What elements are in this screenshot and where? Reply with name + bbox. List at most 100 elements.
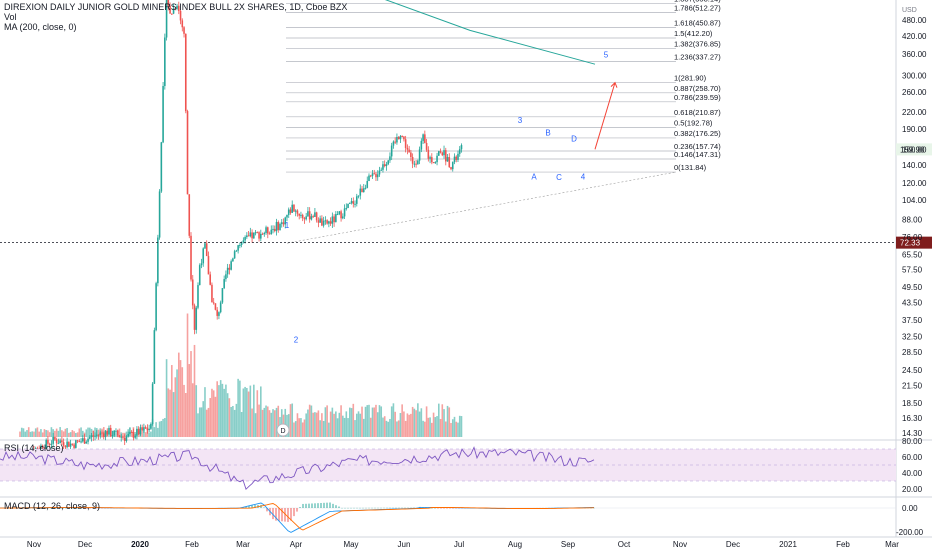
wave-label: 5 (604, 50, 609, 59)
volume-bar (205, 409, 208, 437)
macd-histogram-bar (287, 508, 289, 522)
volume-legend[interactable]: Vol (4, 12, 17, 22)
volume-bar (448, 407, 451, 437)
volume-bar (284, 408, 287, 437)
macd-histogram-bar (320, 502, 322, 508)
candle-body (141, 427, 143, 431)
macd-histogram-bar (314, 503, 316, 508)
candle-body (62, 442, 65, 446)
price-tick-label: 21.50 (902, 381, 923, 390)
candle-body (101, 432, 103, 434)
candle-body (354, 203, 356, 205)
macd-histogram-bar (248, 505, 250, 508)
candle-body (246, 235, 248, 238)
rsi-legend[interactable]: RSI (14, close) (4, 443, 64, 453)
candle-body (345, 207, 348, 209)
candle-body (169, 5, 171, 14)
volume-bar (164, 418, 166, 437)
fib-level-label: 0.236(157.74) (674, 142, 721, 151)
volume-bar (429, 417, 431, 437)
macd-legend[interactable]: MACD (12, 26, close, 9) (4, 501, 101, 511)
volume-bar (359, 413, 362, 437)
candle-body (307, 211, 309, 217)
symbol-legend[interactable]: DIREXION DAILY JUNIOR GOLD MINERS INDEX … (4, 2, 348, 12)
volume-bar (48, 432, 51, 437)
candle-body (277, 222, 280, 231)
candle-body (284, 217, 287, 225)
volume-bar (253, 384, 255, 437)
volume-bar (272, 409, 274, 437)
macd-histogram-bar (449, 508, 451, 509)
macd-histogram-bar (335, 505, 337, 508)
volume-bar (179, 360, 182, 437)
volume-bar (326, 405, 328, 437)
volume-bar (418, 411, 421, 437)
candle-body (317, 220, 320, 223)
macd-layer (0, 502, 896, 533)
volume-bar (249, 385, 252, 437)
volume-bar (141, 430, 143, 437)
candle-body (118, 435, 121, 438)
volume-bar (45, 430, 47, 437)
fib-level-label: 1.5(412.20) (674, 29, 713, 38)
candle-body (436, 155, 438, 163)
macd-histogram-bar (446, 508, 448, 509)
volume-bar (237, 378, 239, 437)
macd-histogram-bar (74, 507, 76, 509)
candle-body (205, 243, 208, 257)
price-tick-label: 220.00 (902, 108, 927, 117)
candle-body (116, 430, 119, 436)
volume-bar (450, 422, 452, 437)
candle-body (350, 201, 353, 203)
volume-bar (33, 431, 35, 437)
volume-bar (200, 407, 203, 437)
candle-body (165, 0, 168, 38)
candle-body (153, 330, 156, 384)
volume-bar (335, 411, 337, 437)
candle-body (235, 250, 238, 252)
ma-legend[interactable]: MA (200, close, 0) (4, 22, 77, 32)
candle-body (212, 302, 215, 304)
rsi-tick-label: 80.00 (902, 437, 923, 446)
candle-body (253, 232, 255, 239)
candle-body (315, 212, 318, 221)
crosshair-price-badge (896, 236, 932, 249)
volume-bar (176, 369, 178, 437)
macd-histogram-bar (284, 508, 286, 522)
candle-body (338, 211, 341, 215)
candle-body (265, 227, 267, 233)
candle-body (162, 86, 164, 143)
macd-histogram-bar (329, 502, 331, 508)
price-tick-label: 260.00 (902, 88, 927, 97)
candle-body (366, 180, 369, 188)
candle-body (221, 288, 224, 303)
time-axis-label: Jul (454, 540, 464, 549)
volume-bar (212, 390, 215, 437)
volume-bar (413, 408, 416, 437)
volume-bar (218, 385, 220, 437)
candle-body (76, 440, 79, 442)
candle-body (455, 156, 458, 160)
time-axis-label: Aug (508, 540, 522, 549)
price-tick-label: 120.00 (902, 179, 927, 188)
wave-label: D (571, 134, 577, 143)
candle-body (207, 256, 210, 275)
macd-histogram-bar (353, 507, 355, 509)
volume-bar (434, 417, 437, 437)
candle-body (410, 152, 412, 157)
candle-body (218, 312, 220, 316)
candle-body (48, 443, 51, 445)
macd-histogram-bar (305, 503, 307, 508)
candle-body (349, 202, 351, 204)
candle-body (132, 431, 135, 438)
macd-histogram-bar (50, 507, 52, 509)
candle-body (378, 170, 381, 175)
volume-bar (130, 431, 133, 437)
currency-label: USD (902, 7, 917, 14)
candle-body (80, 441, 82, 443)
volume-bar (34, 428, 37, 437)
price-tick-label: 49.50 (902, 283, 923, 292)
event-marker[interactable] (276, 423, 290, 437)
macd-histogram-bar (281, 508, 283, 522)
